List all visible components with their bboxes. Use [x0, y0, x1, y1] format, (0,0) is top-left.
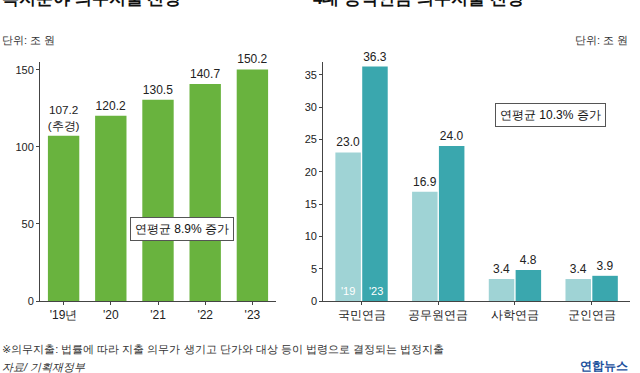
svg-text:23.0: 23.0: [336, 135, 360, 149]
svg-text:15: 15: [305, 198, 317, 210]
svg-text:24.0: 24.0: [440, 129, 464, 143]
svg-text:'19: '19: [341, 285, 355, 297]
svg-text:140.7: 140.7: [190, 67, 220, 81]
svg-text:'20: '20: [103, 308, 119, 322]
svg-text:'23: '23: [369, 285, 383, 297]
svg-text:국민연금: 국민연금: [338, 308, 386, 322]
svg-text:단위: 조 원: 단위: 조 원: [2, 34, 55, 46]
svg-text:3.4: 3.4: [493, 262, 510, 276]
svg-text:3.4: 3.4: [570, 262, 587, 276]
svg-text:4대 공적연금 의무지출 전망: 4대 공적연금 의무지출 전망: [313, 0, 524, 8]
svg-text:25: 25: [305, 133, 317, 145]
svg-text:130.5: 130.5: [143, 83, 173, 97]
svg-text:150.2: 150.2: [237, 52, 267, 66]
svg-text:연평균 10.3% 증가: 연평균 10.3% 증가: [500, 108, 601, 122]
svg-text:16.9: 16.9: [413, 175, 437, 189]
svg-text:군인연금: 군인연금: [568, 308, 616, 322]
svg-text:100: 100: [15, 141, 33, 153]
svg-text:'23: '23: [245, 308, 261, 322]
svg-text:연평균 8.9% 증가: 연평균 8.9% 증가: [135, 222, 229, 236]
svg-text:자료/ 기획재정부: 자료/ 기획재정부: [2, 361, 86, 373]
svg-text:※의무지출: 법률에 따라 지출 의무가 생기고 단가와 대: ※의무지출: 법률에 따라 지출 의무가 생기고 단가와 대상 등이 법령으로 …: [2, 343, 444, 355]
svg-text:사학연금: 사학연금: [491, 308, 539, 322]
svg-text:0: 0: [28, 295, 34, 307]
svg-text:'22: '22: [197, 308, 213, 322]
svg-text:'19년: '19년: [50, 308, 78, 322]
svg-text:연합뉴스: 연합뉴스: [580, 359, 628, 373]
svg-text:'21: '21: [150, 308, 166, 322]
svg-text:0: 0: [311, 295, 317, 307]
svg-text:107.2(추경): 107.2(추경): [48, 103, 80, 131]
svg-text:복지분야 의무지출 전망: 복지분야 의무지출 전망: [2, 0, 181, 8]
svg-text:36.3: 36.3: [363, 50, 387, 64]
svg-text:10: 10: [305, 230, 317, 242]
svg-text:단위: 조 원: 단위: 조 원: [575, 34, 628, 46]
svg-text:20: 20: [305, 166, 317, 178]
svg-text:30: 30: [305, 101, 317, 113]
svg-text:5: 5: [311, 263, 317, 275]
svg-text:120.2: 120.2: [96, 99, 126, 113]
svg-text:50: 50: [22, 218, 34, 230]
svg-text:35: 35: [305, 69, 317, 81]
svg-text:공무원연금: 공무원연금: [408, 308, 468, 322]
svg-text:150: 150: [15, 64, 33, 76]
svg-text:3.9: 3.9: [597, 259, 614, 273]
svg-text:4.8: 4.8: [520, 253, 537, 267]
